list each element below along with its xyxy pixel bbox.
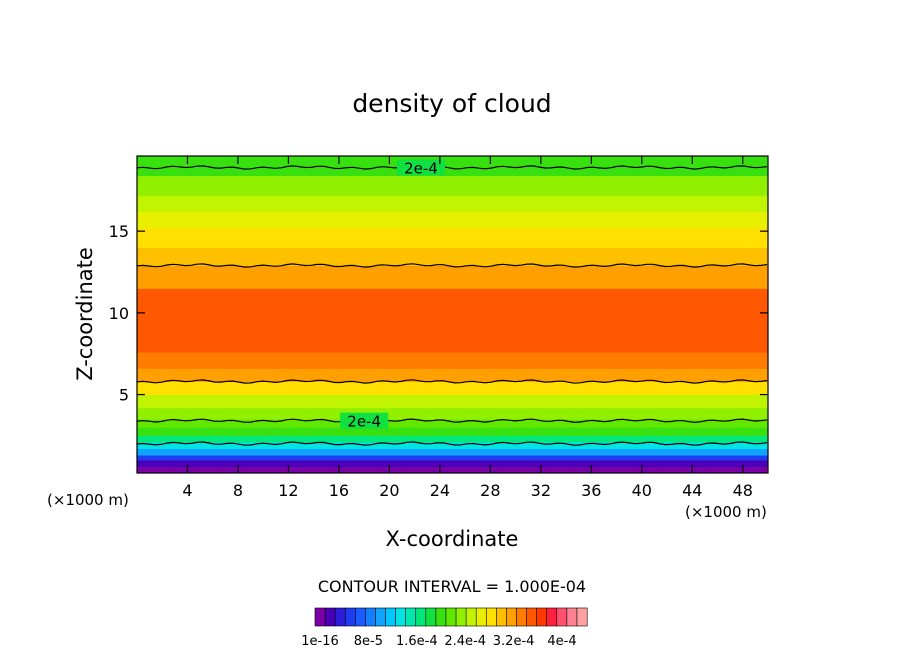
x-tick-label-7: 32 <box>531 481 551 500</box>
contour-label-bg-0 <box>396 159 445 176</box>
contour-band-9 <box>137 394 768 409</box>
colorbar-swatch-18 <box>496 607 507 627</box>
colorbar-swatch-14 <box>455 607 467 627</box>
colorbar-swatch-9 <box>405 607 417 627</box>
colorbar-swatch-8 <box>395 607 407 627</box>
contour-line-base <box>136 441 768 446</box>
contour-label-1: 2e-4 <box>347 413 381 431</box>
contour-line-lower <box>136 418 768 424</box>
contour-line-top-of-core <box>136 263 768 268</box>
colorbar-swatch-21 <box>526 607 538 627</box>
colorbar-swatch-15 <box>465 607 477 627</box>
contour-band-16 <box>137 227 768 249</box>
colorbar-swatch-16 <box>475 607 487 627</box>
y-tick-label-2: 15 <box>109 222 129 241</box>
colorbar-swatch-5 <box>365 607 376 627</box>
x-tick-label-9: 40 <box>632 481 652 500</box>
colorbar-swatch-17 <box>485 607 497 627</box>
contour-band-0 <box>137 466 768 474</box>
y-axis-label: Z-coordinate <box>73 247 97 381</box>
colorbar-swatch-26 <box>576 607 588 627</box>
contour-band-8 <box>137 407 768 420</box>
colorbar-swatch-3 <box>344 607 356 627</box>
colorbar-swatch-24 <box>556 607 568 627</box>
colorbar-swatch-2 <box>334 607 346 627</box>
x-axis-label: X-coordinate <box>386 527 519 551</box>
colorbar-label-1: 8e-5 <box>354 634 383 649</box>
contour-band-14 <box>137 265 768 289</box>
x-tick-label-6: 28 <box>480 481 500 500</box>
y-axis-ticks: 5 10 15 <box>109 222 768 405</box>
colorbar-swatch-4 <box>354 607 366 627</box>
x-tick-label-8: 36 <box>581 481 601 500</box>
colorbar <box>314 607 588 627</box>
contour-band-19 <box>137 175 768 196</box>
colorbar-swatch-23 <box>546 607 558 627</box>
contour-lines <box>136 165 768 446</box>
contour-band-20 <box>137 156 768 177</box>
contour-label-bg-1 <box>340 412 389 429</box>
contour-band-7 <box>137 419 768 428</box>
colorbar-swatch-25 <box>566 607 578 627</box>
x-tick-label-11: 48 <box>733 481 753 500</box>
contour-band-13 <box>137 288 768 353</box>
x-unit-left: (×1000 m) <box>47 491 129 509</box>
colorbar-swatch-1 <box>324 607 336 627</box>
colorbar-swatch-0 <box>314 607 326 627</box>
colorbar-swatch-12 <box>435 607 447 627</box>
x-tick-label-5: 24 <box>430 481 450 500</box>
colorbar-labels: 1e-16 8e-5 1.6e-4 2.4e-4 3.2e-4 4e-4 <box>301 634 576 649</box>
contour-band-11 <box>137 368 768 382</box>
contour-band-6 <box>137 427 768 436</box>
colorbar-swatch-20 <box>516 607 528 627</box>
colorbar-label-2: 1.6e-4 <box>396 634 438 649</box>
x-tick-label-1: 8 <box>233 481 243 500</box>
contour-band-12 <box>137 352 768 369</box>
x-tick-label-4: 20 <box>379 481 399 500</box>
contour-band-5 <box>137 435 768 443</box>
contour-line-bottom-of-core <box>136 379 768 384</box>
colorbar-swatch-13 <box>445 607 457 627</box>
contour-band-15 <box>137 247 768 266</box>
colorbar-swatch-19 <box>506 607 517 627</box>
colorbar-label-3: 2.4e-4 <box>444 634 486 649</box>
contour-band-17 <box>137 211 768 229</box>
contour-line-upper <box>136 165 768 170</box>
contour-label-0: 2e-4 <box>404 159 438 177</box>
y-tick-label-0: 5 <box>119 386 129 405</box>
colorbar-swatch-6 <box>375 607 387 627</box>
colorbar-label-0: 1e-16 <box>301 634 339 649</box>
contour-band-4 <box>137 441 768 449</box>
x-tick-label-3: 16 <box>329 481 349 500</box>
plot-frame <box>136 155 769 474</box>
contour-labels: 2e-4 2e-4 <box>340 159 445 431</box>
colorbar-label-5: 4e-4 <box>547 634 576 649</box>
plot-area <box>137 156 768 474</box>
colorbar-label-4: 3.2e-4 <box>493 634 535 649</box>
x-unit-right: (×1000 m) <box>685 503 767 521</box>
chart-title: density of cloud <box>352 89 551 118</box>
contour-band-18 <box>137 195 768 213</box>
x-tick-label-0: 4 <box>182 481 192 500</box>
contour-band-3 <box>137 448 768 456</box>
x-tick-label-10: 44 <box>682 481 702 500</box>
contour-band-2 <box>137 455 768 461</box>
x-axis-ticks: 4 8 12 16 20 24 28 32 36 40 44 48 <box>182 156 753 500</box>
x-tick-label-2: 12 <box>278 481 298 500</box>
colorbar-swatch-10 <box>415 607 427 627</box>
contour-band-1 <box>137 459 768 467</box>
y-tick-label-1: 10 <box>109 304 129 323</box>
contour-interval-text: CONTOUR INTERVAL = 1.000E-04 <box>318 577 586 596</box>
colorbar-swatch-11 <box>425 607 437 627</box>
colorbar-swatch-22 <box>536 607 548 627</box>
contour-band-10 <box>137 381 768 396</box>
colorbar-swatch-7 <box>385 607 397 627</box>
